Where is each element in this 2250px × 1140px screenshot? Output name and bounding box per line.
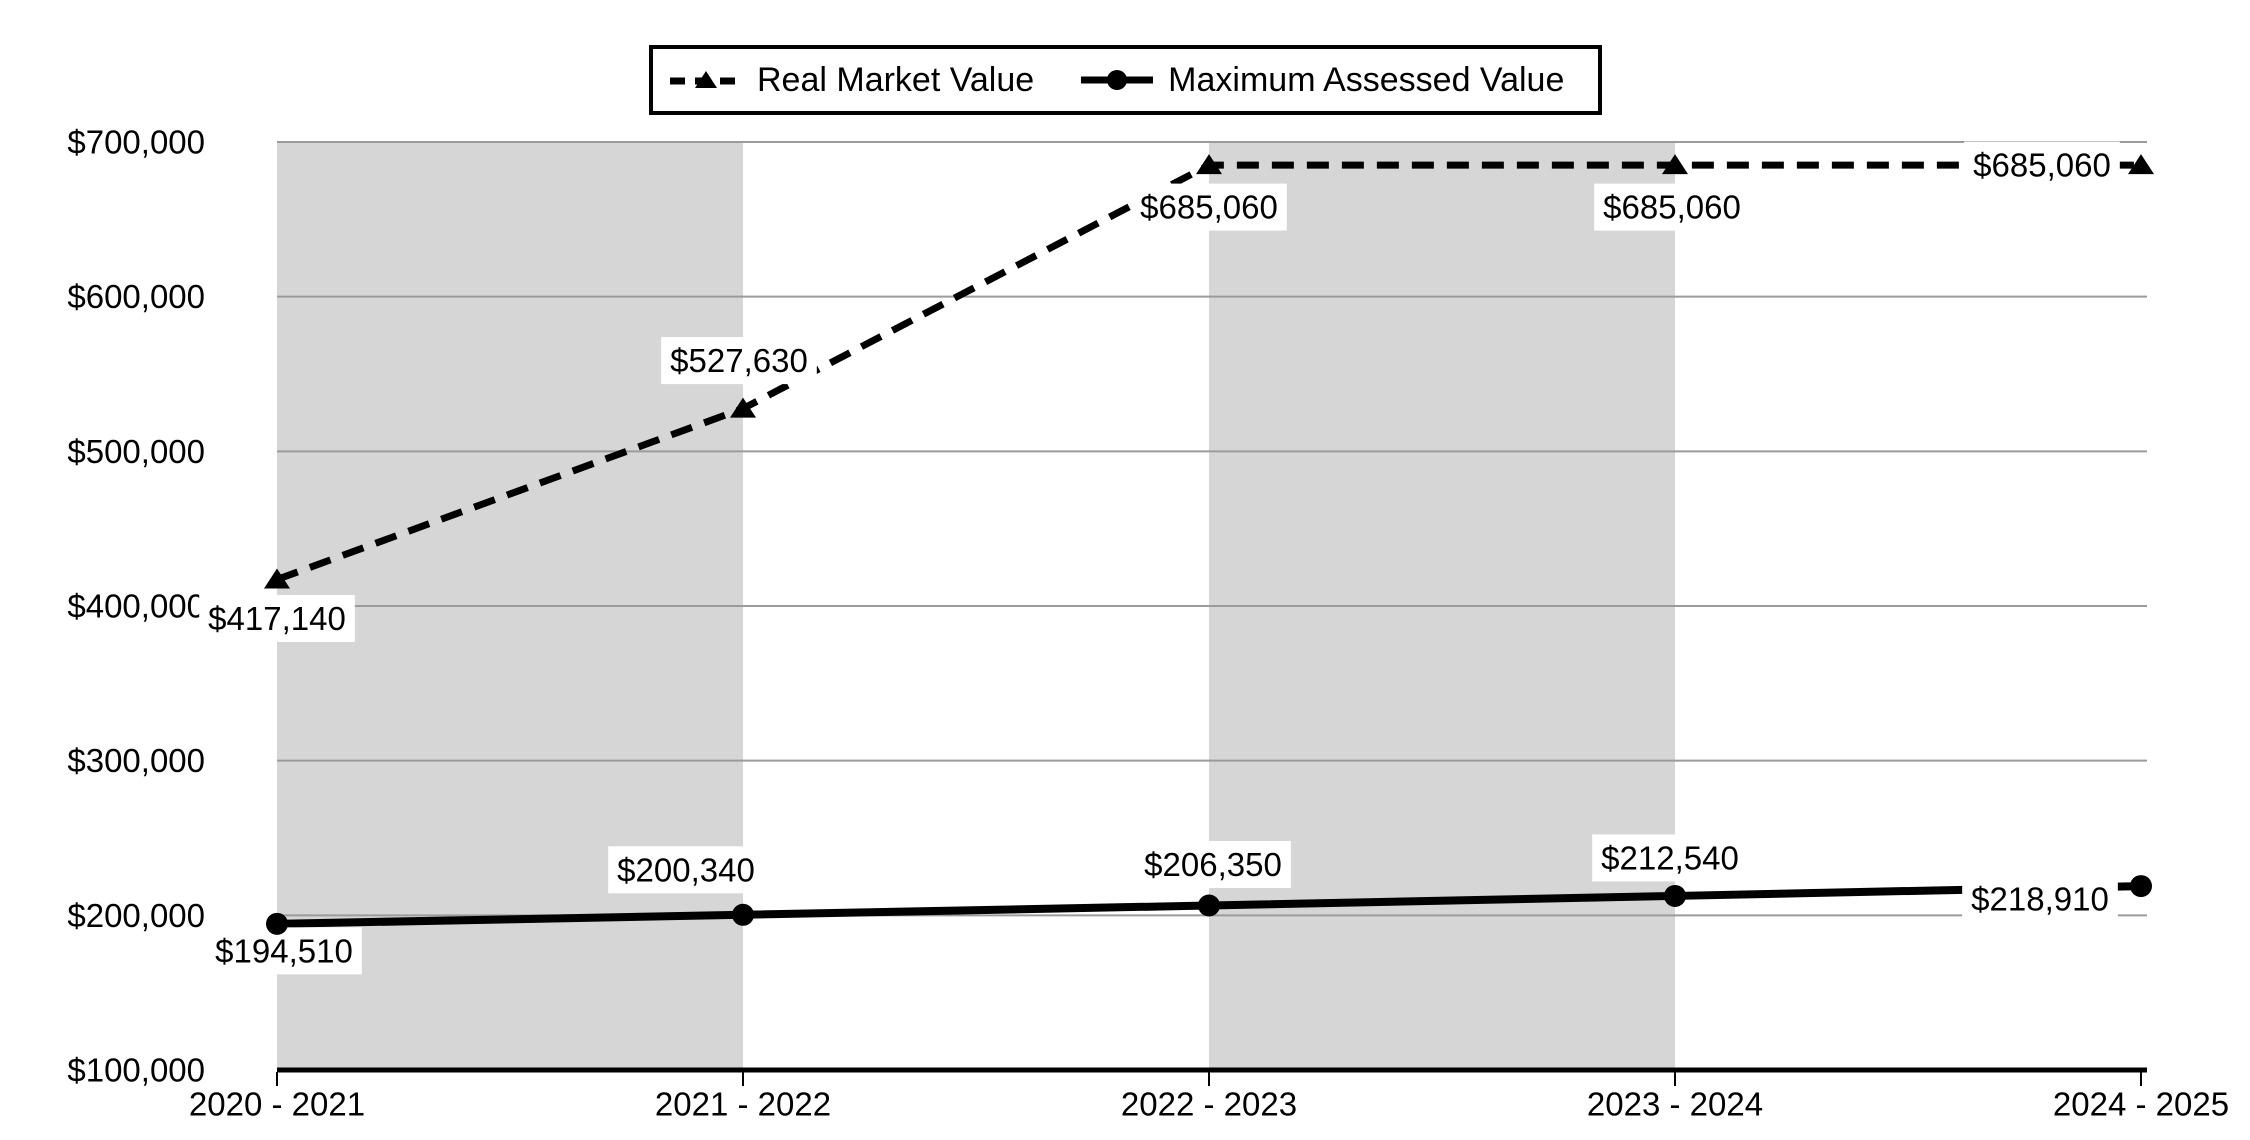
- data-label: $685,060: [1140, 189, 1278, 226]
- data-label-background: [1592, 834, 1748, 882]
- x-axis-label: 2024 - 2025: [2053, 1086, 2229, 1123]
- x-axis-label: 2020 - 2021: [189, 1086, 365, 1123]
- legend-label-maximum-assessed-value: Maximum Assessed Value: [1168, 61, 1565, 99]
- x-axis-label: 2021 - 2022: [655, 1086, 831, 1123]
- data-label: $685,060: [1973, 147, 2111, 184]
- y-axis-label: $500,000: [67, 433, 205, 470]
- data-label-background: [199, 594, 355, 642]
- triangle-marker: [264, 568, 290, 589]
- y-axis-label: $300,000: [67, 742, 205, 779]
- triangle-marker: [730, 397, 756, 418]
- legend-entry-maximum-assessed-value: Maximum Assessed Value: [1080, 63, 1564, 97]
- data-label-background: [1594, 183, 1750, 231]
- legend-label-real-market-value: Real Market Value: [757, 61, 1035, 99]
- circle-marker: [266, 912, 288, 935]
- data-label-background: [608, 846, 764, 894]
- data-label: $218,910: [1971, 881, 2109, 918]
- y-axis-label: $700,000: [67, 124, 205, 161]
- data-label-background: [661, 337, 817, 385]
- data-label: $206,350: [1144, 846, 1282, 883]
- data-label: $527,630: [670, 342, 808, 379]
- data-label: $685,060: [1603, 189, 1741, 226]
- data-label-background: [1962, 875, 2118, 923]
- legend: Real Market Value Maximum Assessed Value: [649, 45, 1602, 115]
- x-axis-label: 2022 - 2023: [1121, 1086, 1297, 1123]
- triangle-marker: [1196, 154, 1222, 175]
- circle-marker: [1198, 894, 1220, 917]
- solid-line-circle-marker-icon: [1081, 70, 1154, 90]
- data-label-background: [1964, 141, 2120, 189]
- circle-marker: [2130, 875, 2152, 898]
- y-axis-label: $200,000: [67, 897, 205, 934]
- data-label: $200,340: [617, 851, 755, 888]
- y-axis-label: $600,000: [67, 278, 205, 315]
- data-label: $194,510: [215, 932, 353, 969]
- triangle-marker: [1662, 154, 1688, 175]
- triangle-marker: [2128, 154, 2154, 175]
- data-label: $417,140: [208, 600, 346, 637]
- circle-marker: [732, 903, 754, 926]
- x-axis-label: 2023 - 2024: [1587, 1086, 1763, 1123]
- y-axis-label: $100,000: [67, 1052, 205, 1089]
- data-label-background: [1131, 183, 1287, 231]
- legend-entry-real-market-value: Real Market Value: [669, 63, 1034, 97]
- data-label-background: [1135, 841, 1291, 889]
- dashed-line-triangle-marker-icon: [670, 71, 742, 88]
- data-label-background: [206, 927, 362, 975]
- data-label: $212,540: [1601, 839, 1739, 876]
- circle-marker: [1664, 884, 1686, 907]
- y-axis-label: $400,000: [67, 588, 205, 625]
